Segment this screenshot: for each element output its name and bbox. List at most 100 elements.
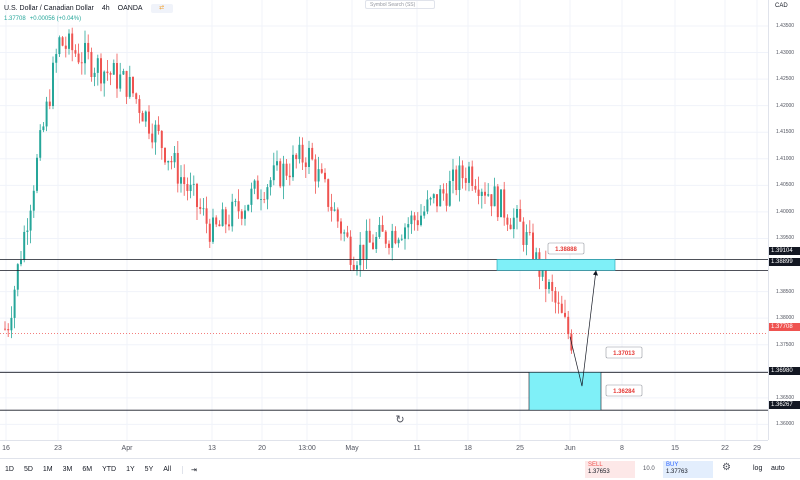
sell-panel[interactable]: SELL 1.37653 (585, 461, 635, 478)
price-chart[interactable]: 1.38888 1.37013 1.36284 (0, 0, 768, 440)
range-3m[interactable]: 3M (62, 466, 73, 473)
time-scale[interactable] (0, 440, 768, 458)
candle-body (426, 199, 429, 212)
candle-body (368, 230, 371, 243)
buy-label: BUY (666, 462, 679, 468)
candle-body (292, 154, 294, 178)
candle-body (173, 152, 176, 163)
compare-icon[interactable]: ⇄ (150, 4, 173, 13)
candle-body (103, 71, 106, 84)
candle-body (525, 232, 528, 245)
range-1d[interactable]: 1D (5, 466, 14, 473)
candle-body (436, 194, 438, 207)
candle-body (474, 185, 477, 190)
range-all[interactable]: All (163, 466, 172, 473)
price-tick-label: 1.43500 (776, 22, 795, 29)
candle-body (234, 201, 237, 202)
candle-body (183, 177, 186, 185)
candle-body (45, 101, 48, 127)
candle-body (167, 160, 170, 163)
candle-body (340, 221, 342, 234)
symbol-search-input[interactable]: Symbol Search (SS) (365, 0, 435, 9)
candle-body (400, 238, 403, 240)
time-tick-label: 18 (464, 445, 472, 452)
date-range-icon[interactable]: ⇥ (182, 465, 202, 474)
candle-body (452, 169, 454, 181)
zone-lower-annotation[interactable]: 1.36284 (605, 384, 643, 397)
time-tick-label: 23 (54, 445, 62, 452)
candle-body (346, 232, 349, 237)
candle-body (413, 215, 416, 221)
range-5y[interactable]: 5Y (144, 466, 154, 473)
candle-body (567, 316, 570, 335)
chart-area[interactable]: 1.38888 1.37013 1.36284 (0, 0, 768, 440)
candle-body (42, 126, 45, 131)
zone-top-annotation-text: 1.38888 (555, 247, 577, 253)
candle-body (87, 42, 90, 52)
candle-body (468, 166, 470, 183)
candle-body (432, 194, 435, 199)
candle-body (522, 221, 525, 245)
zone-lower-annotation-box (605, 384, 643, 397)
candle-body (320, 169, 323, 173)
candle-body (202, 208, 205, 210)
candle-body (496, 186, 499, 218)
candle-body (388, 243, 390, 248)
candle-body (349, 236, 352, 265)
candle-body (170, 160, 173, 163)
candle-body (535, 252, 538, 265)
candle-body (269, 180, 272, 188)
range-ytd[interactable]: YTD (102, 466, 117, 473)
candle-body (365, 230, 368, 260)
zone-top-annotation[interactable]: 1.38888 (547, 242, 585, 255)
candle-body (461, 165, 464, 179)
candle-body (276, 161, 278, 166)
candle-body (352, 264, 355, 270)
candle-body (122, 71, 125, 75)
candle-body (471, 166, 474, 186)
candle-body (484, 191, 486, 196)
candle-body (429, 198, 432, 200)
support-zone (528, 372, 602, 411)
candle-body (464, 178, 467, 183)
candle-body (314, 159, 317, 182)
candle-body (512, 217, 515, 230)
zone-upper-annotation[interactable]: 1.37013 (605, 346, 643, 359)
candle-body (362, 244, 365, 260)
candle-body (13, 289, 16, 318)
log-toggle[interactable]: log (753, 465, 763, 472)
candle-body (394, 230, 397, 244)
candle-body (157, 124, 160, 132)
buy-panel[interactable]: BUY 1.37763 (663, 461, 713, 478)
candle-body (391, 230, 394, 248)
price-scale[interactable] (768, 0, 800, 440)
candle-body (343, 232, 346, 234)
range-1y[interactable]: 1Y (126, 466, 135, 473)
candle-body (311, 147, 314, 160)
candle-body (404, 227, 406, 239)
candle-body (112, 62, 115, 75)
candle-body (557, 302, 560, 304)
candle-body (218, 224, 221, 227)
settings-gear-icon[interactable]: ⚙ (722, 462, 731, 473)
candle-body (317, 169, 320, 182)
sell-label: SELL (588, 462, 603, 468)
range-1m[interactable]: 1M (42, 466, 53, 473)
range-6m[interactable]: 6M (82, 466, 93, 473)
candle-body (77, 53, 80, 63)
candle-body (250, 188, 253, 205)
candle-body (39, 130, 42, 158)
reset-chart-icon[interactable]: ↻ (395, 414, 405, 426)
currency-label: CAD (775, 3, 788, 9)
candle-body (516, 208, 518, 218)
candle-body (90, 51, 93, 78)
candle-body (279, 161, 282, 187)
interval-label[interactable]: 4h (101, 5, 110, 12)
candle-body (330, 206, 333, 211)
candle-body (487, 194, 490, 196)
candle-body (304, 162, 307, 167)
range-5d[interactable]: 5D (23, 466, 33, 473)
auto-toggle[interactable]: auto (771, 465, 785, 472)
candle-body (503, 189, 506, 218)
symbol-name[interactable]: U.S. Dollar / Canadian Dollar (4, 5, 94, 12)
